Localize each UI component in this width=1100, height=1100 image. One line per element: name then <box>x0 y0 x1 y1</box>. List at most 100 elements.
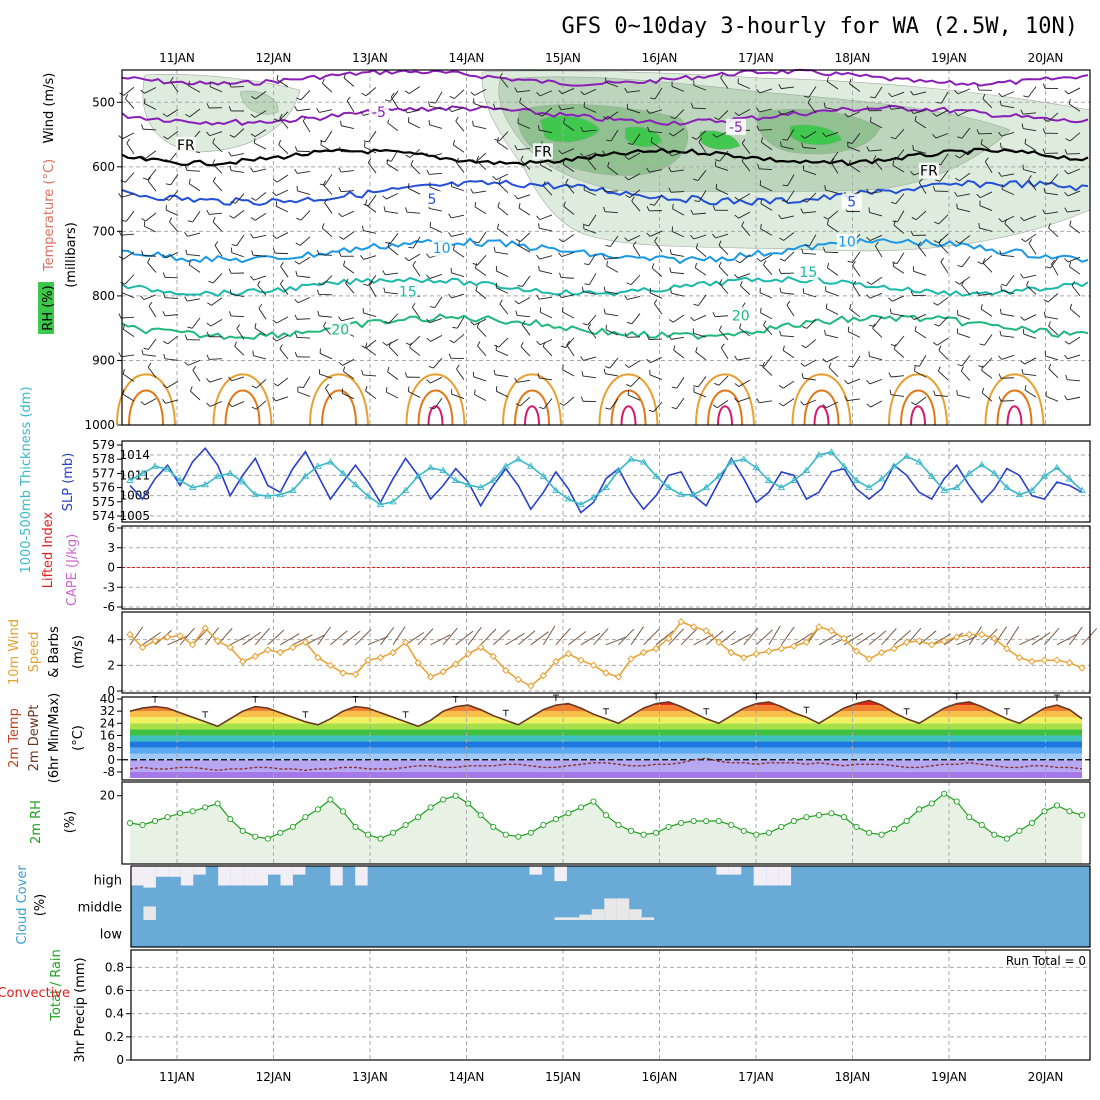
upper-wind-barb <box>938 316 949 327</box>
upper-wind-barb <box>1048 368 1059 379</box>
rh2m-point <box>264 835 271 842</box>
isotherm-line-25 <box>502 373 562 426</box>
upper-wind-barb <box>672 230 685 238</box>
upper-y-tick-label: 800 <box>92 289 115 303</box>
upper-wind-barb-flag <box>646 358 651 364</box>
upper-wind-barb-flag <box>318 282 324 286</box>
upper-wind-barb-flag <box>580 396 584 402</box>
slp-y-tick-label: 1005 <box>119 509 150 523</box>
upper-wind-barb-flag <box>955 154 960 159</box>
upper-wind-barb-flag <box>910 171 915 176</box>
upper-wind-barb <box>541 107 553 117</box>
upper-wind-barb-flag <box>562 118 566 124</box>
upper-wind-barb <box>605 81 619 88</box>
upper-wind-barb <box>891 107 905 110</box>
upper-wind-barb-flag <box>998 396 1002 402</box>
upper-wind-barb <box>453 249 465 258</box>
upper-wind-barb-flag <box>977 261 983 265</box>
upper-wind-barb <box>253 275 267 281</box>
upper-wind-barb <box>1001 147 1015 151</box>
upper-wind-barb-flag <box>558 149 563 155</box>
upper-wind-barb-flag <box>956 389 958 396</box>
upper-wind-barb-flag <box>998 92 1003 98</box>
rh2m-point <box>227 816 234 823</box>
upper-wind-barb-flag <box>212 138 216 144</box>
temp-color-band <box>130 723 1082 730</box>
upper-wind-barb <box>605 211 619 214</box>
surface-wind-barb <box>129 626 144 646</box>
upper-wind-barb <box>980 308 993 317</box>
x-tick-label-top: 17JAN <box>738 51 774 65</box>
upper-wind-barb <box>451 293 465 299</box>
upper-wind-barb-flag <box>294 146 298 152</box>
upper-wind-barb-flag <box>316 249 320 255</box>
thickness-point <box>602 483 610 491</box>
upper-wind-barb <box>961 256 971 268</box>
upper-wind-barb <box>542 185 553 196</box>
upper-wind-barb-flag <box>718 325 723 331</box>
wind-speed-point <box>1065 659 1074 667</box>
upper-wind-barb-flag <box>740 281 743 287</box>
li-y-tick-label: -6 <box>103 600 115 614</box>
isotherm-label: -5 <box>729 120 743 136</box>
upper-wind-barb <box>741 225 751 237</box>
wind-speed-point <box>915 637 923 645</box>
thickness-point <box>527 462 535 469</box>
upper-wind-barb-flag <box>405 207 408 213</box>
upper-wind-barb <box>539 296 553 300</box>
upper-wind-barb <box>671 336 685 340</box>
rh2m-point <box>991 831 998 838</box>
upper-wind-barb <box>629 189 641 199</box>
rh2m-point <box>653 829 660 836</box>
upper-wind-barb <box>852 265 861 277</box>
upper-wind-barb <box>325 387 333 400</box>
surface-wind-barb <box>931 633 952 646</box>
upper-wind-barb <box>1068 103 1081 112</box>
upper-wind-barb-flag <box>476 322 480 328</box>
precip-ylabel-convective: Convective <box>0 986 70 1001</box>
upper-wind-barb-flag <box>455 116 459 122</box>
upper-wind-barb <box>518 245 531 253</box>
upper-wind-barb <box>363 312 377 317</box>
upper-wind-barb <box>495 374 509 378</box>
wind-ylabel-line3: & Barbs <box>47 626 62 678</box>
rh2m-point <box>126 819 134 827</box>
isotherm-line-15 <box>121 275 1089 298</box>
upper-wind-barb-flag <box>982 93 986 99</box>
rh2m-point <box>790 818 797 825</box>
upper-wind-barb <box>476 160 487 171</box>
upper-wind-barb-flag <box>147 257 151 263</box>
upper-wind-barb <box>759 108 773 113</box>
wind-speed-point <box>1015 653 1024 662</box>
thickness-point <box>251 490 260 498</box>
isotherm-label: -5 <box>372 105 386 121</box>
upper-wind-barb-flag <box>1026 280 1029 286</box>
upper-wind-barb <box>605 190 619 193</box>
upper-y-tick-label: 1000 <box>84 418 115 432</box>
upper-wind-barb-flag <box>448 107 453 112</box>
upper-wind-barb <box>1001 104 1015 109</box>
upper-wind-barb <box>300 210 311 221</box>
upper-wind-barb-flag <box>272 178 278 183</box>
upper-wind-barb-flag <box>870 96 876 99</box>
upper-wind-barb-flag <box>669 267 672 273</box>
upper-wind-barb-flag <box>212 217 216 223</box>
upper-wind-barb <box>254 110 267 118</box>
upper-wind-barb <box>387 122 399 132</box>
cloud-ylabel-line1: Cloud Cover <box>15 865 30 945</box>
upper-wind-barb <box>873 316 883 327</box>
wind-speed-point <box>1053 656 1061 664</box>
upper-wind-barb-flag <box>822 404 827 409</box>
upper-wind-barb-flag <box>143 347 149 350</box>
upper-wind-barb-flag <box>938 239 942 244</box>
upper-wind-barb <box>235 193 245 204</box>
rh2m-point <box>565 810 572 817</box>
upper-wind-barb-flag <box>718 261 722 267</box>
upper-wind-barb <box>913 270 927 276</box>
upper-wind-barb <box>121 316 135 319</box>
upper-wind-barb-flag <box>229 311 232 317</box>
upper-wind-barb-flag <box>866 403 871 408</box>
rh-shading-region <box>699 130 741 150</box>
upper-wind-barb-flag <box>118 313 122 319</box>
upper-wind-barb <box>718 375 729 386</box>
